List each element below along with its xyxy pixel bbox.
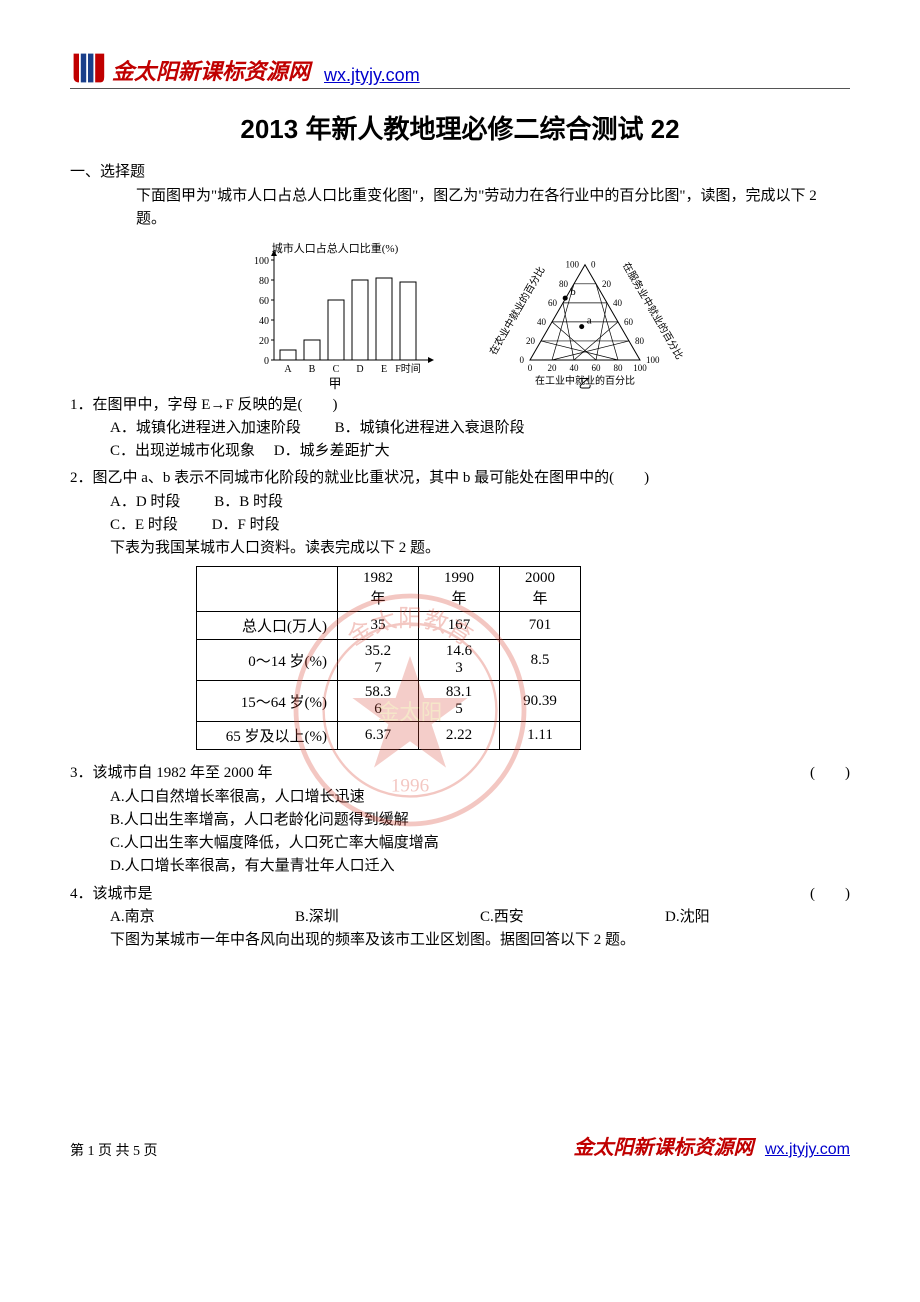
svg-text:60: 60 bbox=[548, 297, 558, 307]
svg-text:A: A bbox=[284, 364, 292, 375]
q3-optC: C.人口出生率大幅度降低，人口死亡率大幅度增高 bbox=[110, 832, 850, 855]
section-heading: 一、选择题 bbox=[70, 160, 850, 181]
q2-optD: D．F 时段 bbox=[212, 514, 280, 537]
q4-optC: C.西安 bbox=[480, 906, 665, 929]
q2-stem: 2．图乙中 a、b 表示不同城市化阶段的就业比重状况，其中 b 最可能处在图甲中… bbox=[70, 467, 850, 490]
page-number: 第 1 页 共 5 页 bbox=[70, 1140, 158, 1160]
chart2-caption: 乙 bbox=[578, 376, 591, 390]
svg-text:20: 20 bbox=[526, 335, 536, 345]
svg-text:20: 20 bbox=[548, 363, 558, 373]
q1-optB: B．城镇化进程进入衰退阶段 bbox=[335, 417, 525, 440]
figure-row: 城市人口占总人口比重(%) 020406080100ABCDEF时间 甲 020… bbox=[70, 240, 850, 390]
svg-text:60: 60 bbox=[624, 316, 634, 326]
q2-optA: A．D 时段 bbox=[110, 491, 180, 514]
svg-text:80: 80 bbox=[559, 278, 569, 288]
ternary-chart-yi: 020406080100020406080100020406080100在工业中… bbox=[470, 240, 690, 390]
q4-optB: B.深圳 bbox=[295, 906, 480, 929]
svg-text:40: 40 bbox=[537, 316, 547, 326]
svg-text:E: E bbox=[381, 364, 387, 375]
svg-text:80: 80 bbox=[259, 276, 269, 287]
svg-text:在服务业中就业的百分比: 在服务业中就业的百分比 bbox=[620, 259, 686, 361]
site-name: 金太阳新课标资源网 bbox=[112, 54, 310, 86]
q4-stem: 4．该城市是 bbox=[70, 883, 153, 906]
svg-text:60: 60 bbox=[259, 296, 269, 307]
svg-text:40: 40 bbox=[570, 363, 580, 373]
document-title: 2013 年新人教地理必修二综合测试 22 bbox=[70, 109, 850, 146]
bar-chart-jia: 城市人口占总人口比重(%) 0 20 40 60 80 100 A B C D E F时间 甲 bbox=[230, 240, 440, 390]
intro-paragraph: 下面图甲为"城市人口占总人口比重变化图"，图乙为"劳动力在各行业中的百分比图"，… bbox=[136, 185, 850, 232]
svg-text:80: 80 bbox=[635, 335, 645, 345]
svg-text:C: C bbox=[333, 364, 340, 375]
q1-optA: A．城镇化进程进入加速阶段 bbox=[110, 417, 301, 440]
q4-optD: D.沈阳 bbox=[665, 906, 850, 929]
q3-optA: A.人口自然增长率很高，人口增长迅速 bbox=[110, 786, 850, 809]
svg-text:0: 0 bbox=[591, 259, 596, 269]
svg-text:20: 20 bbox=[602, 278, 612, 288]
page-header: 金太阳新课标资源网 wx.jtyjy.com bbox=[70, 50, 850, 89]
footer-url-link[interactable]: wx.jtyjy.com bbox=[765, 1141, 850, 1158]
svg-text:在农业中就业的百分比: 在农业中就业的百分比 bbox=[486, 264, 547, 357]
q1-stem: 1．在图甲中，字母 E→F 反映的是( ) bbox=[70, 394, 850, 417]
q4-paren: ( ) bbox=[810, 883, 850, 906]
svg-text:60: 60 bbox=[592, 363, 602, 373]
svg-text:0: 0 bbox=[528, 363, 533, 373]
page-footer: 第 1 页 共 5 页 金太阳新课标资源网 wx.jtyjy.com bbox=[70, 1131, 850, 1160]
q1-optC: C．出现逆城市化现象 bbox=[110, 440, 255, 463]
svg-text:0: 0 bbox=[520, 355, 525, 365]
svg-text:100: 100 bbox=[566, 259, 580, 269]
question-4: 4．该城市是 ( ) A.南京 B.深圳 C.西安 D.沈阳 下图为某城市一年中… bbox=[70, 883, 850, 953]
footer-site-name: 金太阳新课标资源网 bbox=[573, 1137, 753, 1159]
q3-stem: 3．该城市自 1982 年至 2000 年 bbox=[70, 762, 273, 785]
svg-text:a: a bbox=[587, 314, 592, 326]
svg-text:80: 80 bbox=[614, 363, 624, 373]
svg-text:20: 20 bbox=[259, 336, 269, 347]
site-logo-icon bbox=[70, 50, 106, 86]
svg-text:40: 40 bbox=[613, 297, 623, 307]
svg-text:F时间: F时间 bbox=[395, 362, 421, 375]
svg-text:0: 0 bbox=[264, 356, 269, 367]
question-1: 1．在图甲中，字母 E→F 反映的是( ) A．城镇化进程进入加速阶段 B．城镇… bbox=[70, 394, 850, 464]
population-table: 1982年1990年2000年总人口(万人)351677010～14 岁(%)3… bbox=[196, 566, 581, 750]
question-3: 3．该城市自 1982 年至 2000 年 ( ) A.人口自然增长率很高，人口… bbox=[70, 762, 850, 878]
q3-optB: B.人口出生率增高，人口老龄化问题得到缓解 bbox=[110, 809, 850, 832]
q2-optC: C．E 时段 bbox=[110, 514, 178, 537]
chart1-title: 城市人口占总人口比重(%) bbox=[272, 241, 399, 255]
q3-paren: ( ) bbox=[810, 762, 850, 785]
q3-optD: D.人口增长率很高，有大量青壮年人口迁入 bbox=[110, 855, 850, 878]
next-intro: 下图为某城市一年中各风向出现的频率及该市工业区划图。据图回答以下 2 题。 bbox=[110, 929, 850, 952]
svg-text:40: 40 bbox=[259, 316, 269, 327]
question-2: 2．图乙中 a、b 表示不同城市化阶段的就业比重状况，其中 b 最可能处在图甲中… bbox=[70, 467, 850, 560]
site-url-link[interactable]: wx.jtyjy.com bbox=[324, 65, 420, 86]
svg-text:100: 100 bbox=[646, 355, 660, 365]
table-intro: 下表为我国某城市人口资料。读表完成以下 2 题。 bbox=[110, 537, 850, 560]
q4-optA: A.南京 bbox=[110, 906, 295, 929]
svg-text:b: b bbox=[570, 286, 576, 298]
q1-optD: D．城乡差距扩大 bbox=[274, 440, 390, 463]
svg-text:100: 100 bbox=[254, 256, 269, 267]
q2-optB: B．B 时段 bbox=[214, 491, 283, 514]
chart1-caption: 甲 bbox=[328, 376, 341, 390]
svg-text:B: B bbox=[309, 364, 316, 375]
svg-text:D: D bbox=[356, 364, 363, 375]
